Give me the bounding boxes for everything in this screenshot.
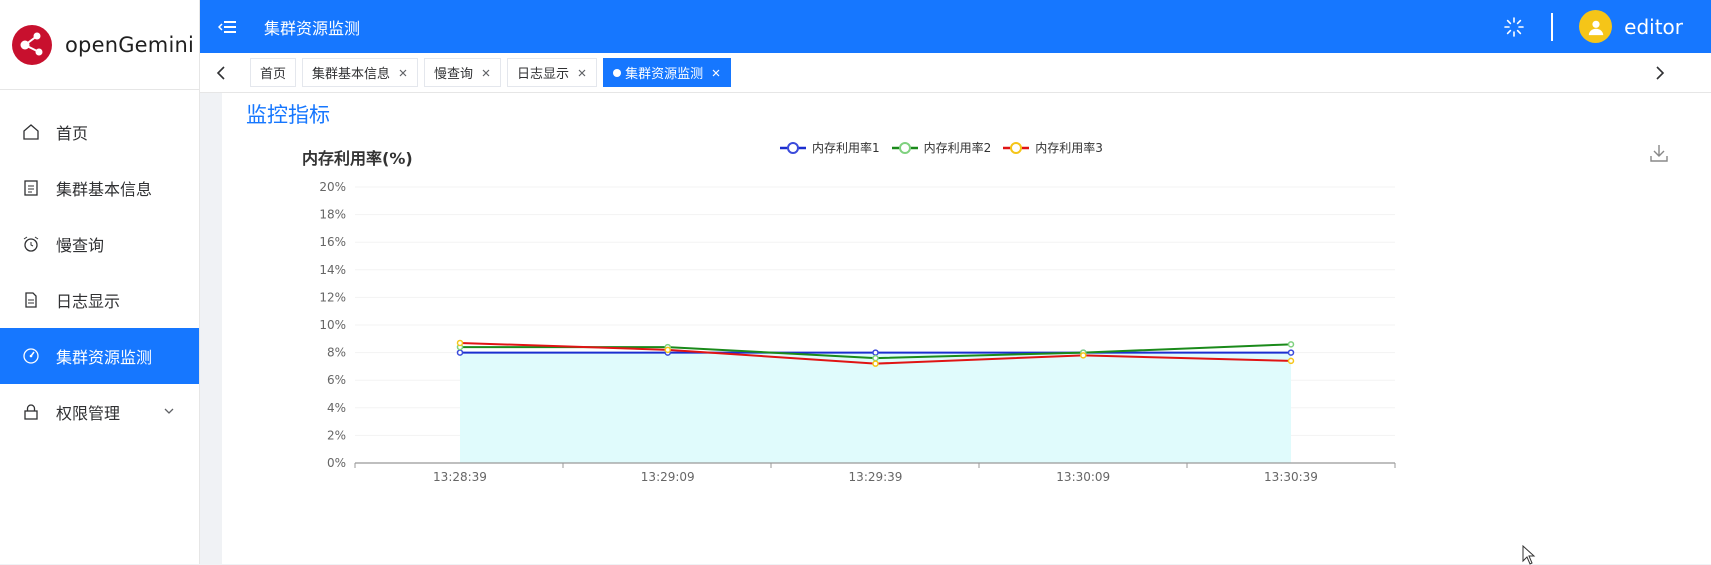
legend-swatch [780, 141, 806, 154]
header-divider [1551, 12, 1554, 41]
sidebar-item-slow-query[interactable]: 慢查询 [0, 216, 199, 272]
header-title: 集群资源监测 [264, 18, 361, 38]
tab-resource-monitor[interactable]: 集群资源监测 [603, 58, 732, 87]
y-tick-label: 14% [319, 263, 346, 277]
data-point-series1 [872, 349, 879, 356]
opengemini-logo-icon [12, 24, 52, 65]
legend-item-series2[interactable]: 内存利用率2 [891, 139, 992, 156]
collapse-menu-icon[interactable] [218, 17, 238, 37]
y-tick-label: 10% [319, 318, 346, 332]
y-tick-label: 0% [327, 456, 346, 470]
user-icon [1588, 20, 1603, 35]
x-tick-label: 13:29:39 [849, 470, 903, 484]
memory-usage-chart: 0% 2% 4% 6% 8% 10% 12% 14% 16% 18% 20% 13:28:39 13:2… [319, 180, 1396, 484]
y-tick-label: 20% [319, 180, 346, 194]
legend-label: 内存利用率2 [923, 141, 992, 155]
tab-logs[interactable]: 日志显示 [507, 58, 598, 87]
section-title: 监控指标 [246, 103, 330, 127]
tab-label: 集群资源监测 [625, 67, 704, 82]
mouse-cursor-icon [1522, 545, 1536, 565]
legend-swatch [891, 141, 918, 154]
tabs: 首页 集群基本信息 慢查询 日志显示 集群资源监测 [250, 58, 732, 87]
tab-cluster-info[interactable]: 集群基本信息 [302, 58, 419, 87]
data-point-series2 [1287, 341, 1295, 348]
y-tick-label: 18% [319, 208, 346, 222]
tab-label: 首页 [260, 67, 287, 82]
chevron-left-icon[interactable] [212, 63, 232, 83]
tabs-bar: 首页 集群基本信息 慢查询 日志显示 集群资源监测 [200, 53, 1711, 93]
legend-item-series1[interactable]: 内存利用率1 [780, 139, 880, 156]
tab-label: 日志显示 [517, 67, 570, 82]
y-tick-label: 4% [327, 401, 346, 415]
avatar[interactable] [1579, 10, 1613, 43]
legend-swatch [1003, 141, 1030, 154]
chevron-right-icon[interactable] [1649, 63, 1669, 83]
tab-home[interactable]: 首页 [250, 58, 297, 87]
data-point-series3 [664, 346, 671, 354]
legend-item-series3[interactable]: 内存利用率3 [1003, 139, 1103, 156]
x-tick-label: 13:30:09 [1056, 470, 1110, 484]
download-icon[interactable] [1649, 143, 1669, 163]
area-fill [460, 352, 1291, 463]
home-icon [22, 123, 40, 141]
logo-text: openGemini [65, 32, 195, 57]
data-point-series3 [456, 339, 464, 347]
gauge-icon [22, 347, 40, 365]
close-icon[interactable] [577, 68, 587, 78]
legend-label: 内存利用率3 [1035, 141, 1103, 155]
sidebar: openGemini 首页 集群基本信息 慢查询 日志显示 [0, 0, 200, 564]
sidebar-item-cluster-info[interactable]: 集群基本信息 [0, 160, 199, 216]
sidebar-item-home[interactable]: 首页 [0, 104, 199, 160]
tab-label: 慢查询 [434, 67, 474, 82]
sidebar-menu: 首页 集群基本信息 慢查询 日志显示 集群资源监测 [0, 104, 199, 440]
sidebar-item-label: 首页 [56, 124, 89, 143]
tab-label: 集群基本信息 [312, 67, 391, 82]
loading-spinner-icon[interactable] [1503, 16, 1525, 38]
monitor-panel: 监控指标 内存利用率(%) 内存利用率1 内存利用率2 内存利用率3 0% 2% 4… [222, 93, 1711, 565]
y-tick-label: 8% [327, 346, 346, 360]
file-text-icon [22, 291, 40, 309]
close-icon[interactable] [711, 68, 721, 78]
sidebar-item-permissions[interactable]: 权限管理 [0, 384, 199, 440]
lock-icon [22, 403, 40, 421]
chart-legend: 内存利用率1 内存利用率2 内存利用率3 [780, 139, 1103, 156]
data-point-series3 [1287, 357, 1295, 365]
data-point-series3 [872, 360, 879, 367]
legend-label: 内存利用率1 [812, 141, 880, 155]
y-tick-label: 16% [319, 235, 346, 249]
tab-slow-query[interactable]: 慢查询 [424, 58, 502, 87]
data-point-series1 [456, 349, 464, 356]
sidebar-item-label: 日志显示 [56, 292, 121, 311]
logo[interactable]: openGemini [0, 0, 199, 90]
alarm-clock-icon [22, 235, 40, 253]
close-icon[interactable] [481, 68, 491, 78]
sidebar-item-label: 慢查询 [56, 236, 105, 255]
sidebar-item-label: 集群基本信息 [56, 180, 153, 199]
username[interactable]: editor [1624, 14, 1683, 39]
y-tick-label: 2% [327, 428, 346, 442]
sidebar-item-resource-monitor[interactable]: 集群资源监测 [0, 328, 199, 384]
sidebar-item-label: 集群资源监测 [56, 348, 153, 367]
chevron-down-icon[interactable] [163, 405, 175, 417]
chart-title: 内存利用率(%) [302, 149, 413, 168]
data-point-series2 [872, 354, 879, 362]
sidebar-item-label: 权限管理 [56, 404, 121, 423]
x-tick-label: 13:29:09 [641, 470, 695, 484]
y-tick-label: 12% [319, 290, 346, 304]
x-tick-label: 13:28:39 [433, 470, 487, 484]
top-header: 集群资源监测 editor [200, 0, 1711, 53]
x-tick-label: 13:30:39 [1264, 470, 1318, 484]
sidebar-item-logs[interactable]: 日志显示 [0, 272, 199, 328]
main-content: 监控指标 内存利用率(%) 内存利用率1 内存利用率2 内存利用率3 0% 2% 4… [200, 93, 1711, 565]
header-right: editor [1503, 0, 1711, 53]
document-icon [22, 179, 40, 197]
data-point-series3 [1080, 352, 1087, 359]
close-icon[interactable] [398, 68, 408, 78]
data-point-series1 [1287, 349, 1295, 356]
y-tick-label: 6% [327, 373, 346, 387]
active-dot [613, 68, 622, 77]
